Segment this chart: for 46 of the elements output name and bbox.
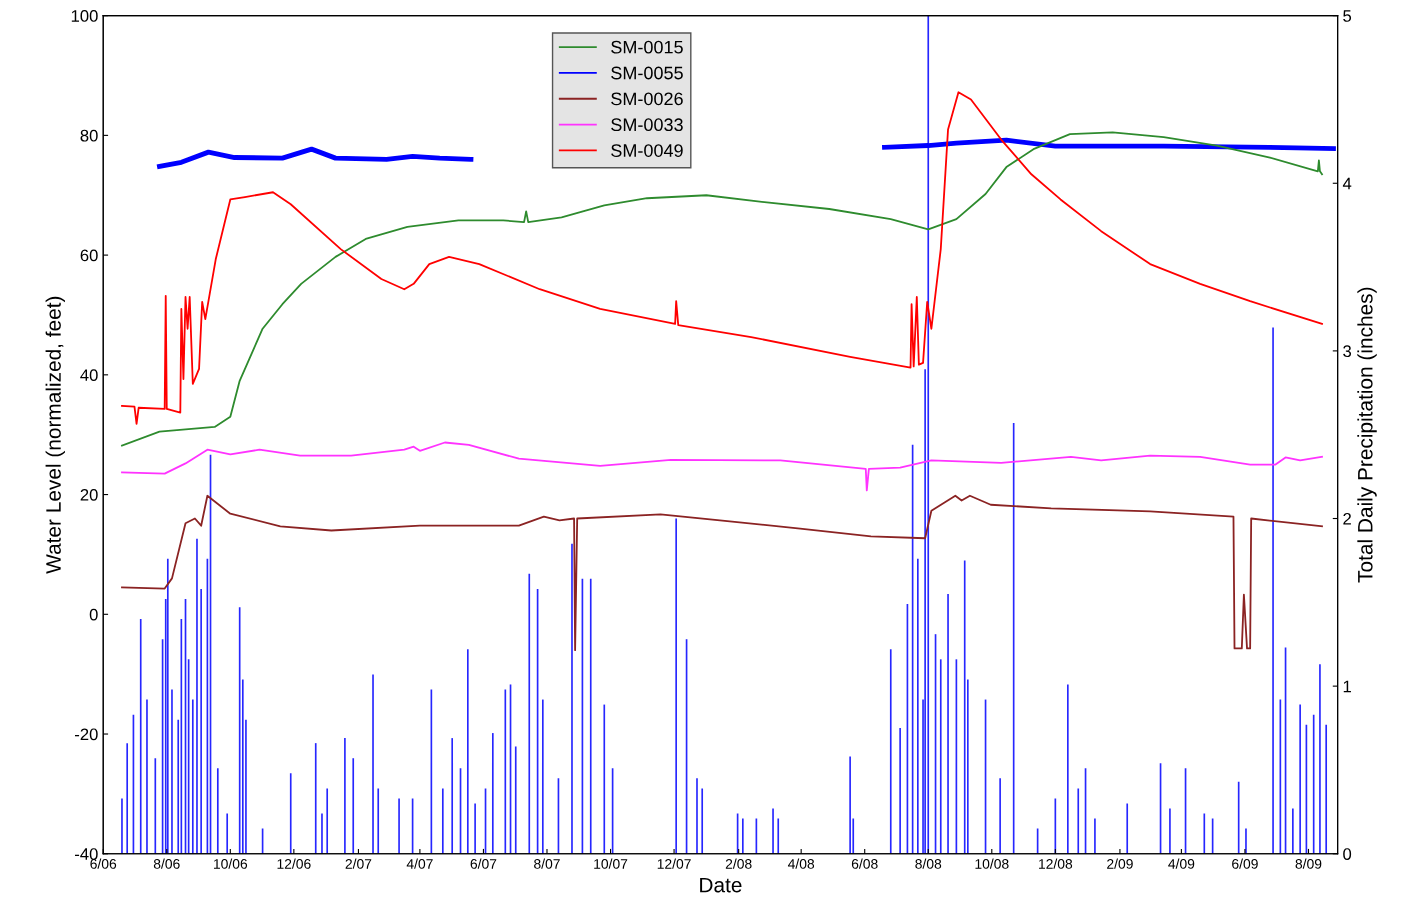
x-tick-label: 8/08 (915, 858, 942, 869)
x-tick-label: 6/06 (90, 858, 117, 869)
x-tick-label: 6/08 (851, 858, 878, 869)
y2-tick-label: 0 (1343, 848, 1352, 860)
x-tick-label: 8/06 (153, 858, 180, 869)
legend-label: SM-0049 (611, 144, 683, 157)
x-tick-label: 10/08 (975, 858, 1009, 869)
legend-label: SM-0033 (611, 118, 683, 132)
x-tick-label: 2/09 (1107, 858, 1133, 869)
x-tick-label: 12/07 (657, 858, 691, 869)
y2-tick-label: 4 (1342, 177, 1352, 190)
y2-axis-title: Total Daily Precipitation (inches) (1357, 287, 1377, 583)
x-tick-label: 4/07 (406, 858, 433, 869)
y-tick-label: 100 (71, 10, 98, 22)
y-tick-label: 40 (80, 369, 98, 382)
x-tick-label: 4/08 (787, 858, 815, 869)
legend-label: SM-0026 (611, 92, 683, 106)
x-tick-label: 12/08 (1039, 858, 1073, 869)
y-tick-label: -40 (75, 848, 98, 860)
x-tick-label: 8/09 (1295, 858, 1322, 869)
y2-tick-label: 5 (1343, 10, 1352, 22)
x-axis-title: Date (700, 877, 742, 893)
y2-tick-label: 3 (1343, 345, 1352, 358)
line-series (121, 494, 1323, 652)
line-series (121, 131, 1323, 447)
x-tick-label: 10/07 (594, 858, 628, 869)
x-tick-label: 2/07 (345, 858, 372, 869)
x-tick-label: 6/09 (1232, 858, 1258, 869)
line-series (121, 91, 1323, 425)
legend-label: SM-0055 (611, 66, 683, 80)
y2-tick-label: 1 (1343, 680, 1351, 693)
y2-tick-label: 2 (1343, 512, 1351, 525)
x-tick-label: 12/06 (277, 858, 311, 869)
x-tick-label: 8/07 (534, 858, 560, 869)
y-tick-label: 60 (80, 249, 98, 262)
y-tick-label: 0 (89, 608, 98, 621)
x-tick-label: 4/09 (1168, 858, 1195, 869)
y-tick-label: -20 (75, 728, 98, 741)
x-tick-label: 10/06 (213, 858, 248, 869)
y-axis-title: Water Level (normalized, feet) (45, 296, 65, 574)
y-tick-label: 80 (80, 129, 98, 142)
x-tick-label: 6/07 (470, 858, 497, 869)
legend-label: SM-0015 (611, 40, 683, 54)
y-tick-label: 20 (80, 488, 98, 501)
line-series (121, 441, 1323, 492)
x-tick-label: 2/08 (725, 858, 752, 869)
